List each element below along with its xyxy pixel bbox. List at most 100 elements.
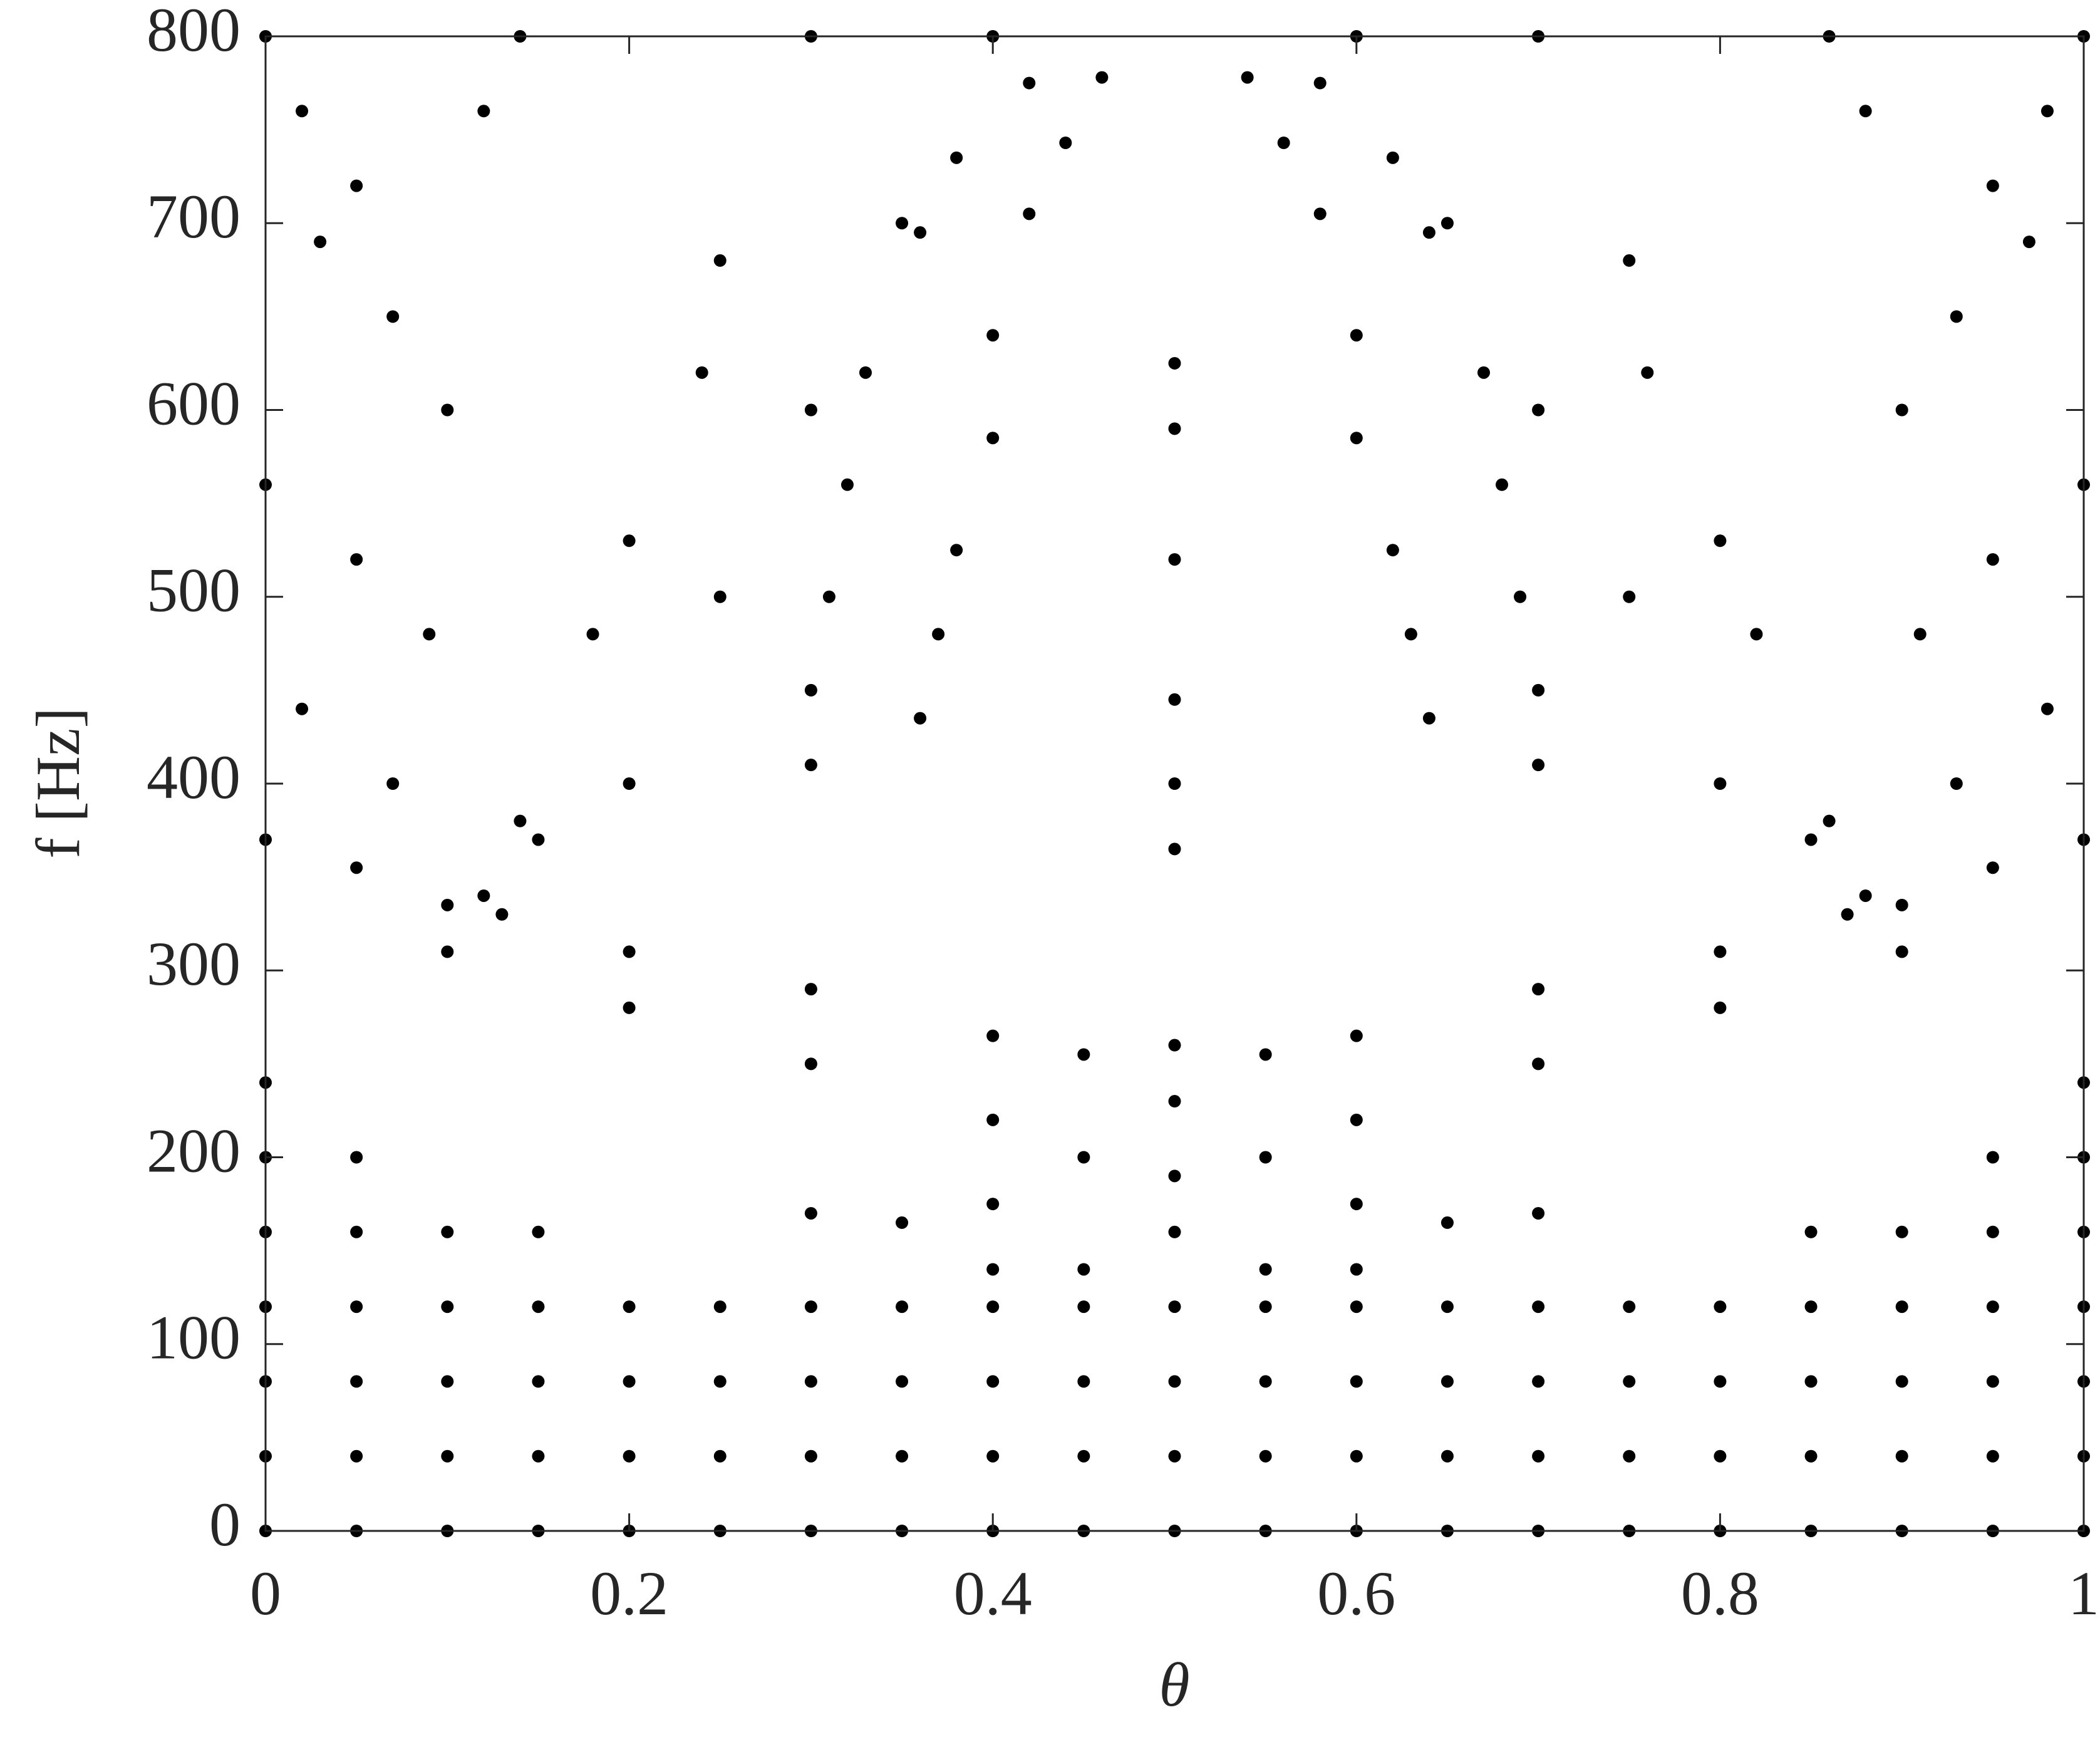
y-tick-label: 600 [147,368,241,438]
point [896,1300,909,1314]
point [1259,1151,1272,1164]
point [1986,553,1999,566]
point [1241,71,1254,84]
point [1532,1057,1545,1071]
y-tick-label: 800 [147,0,241,65]
point [822,590,835,603]
point [1804,1375,1818,1388]
point [986,1263,1000,1276]
plot-frame [264,35,2085,1532]
point [1532,1449,1545,1463]
point [986,329,1000,342]
point [1350,1375,1363,1388]
point [804,1300,817,1314]
point [914,226,927,239]
point [423,628,436,641]
point [713,1300,727,1314]
point [296,702,309,715]
point [1895,1300,1908,1314]
point [1168,422,1181,435]
point [896,1449,909,1463]
point [1714,1449,1727,1463]
point [1259,1300,1272,1314]
point [623,1001,636,1014]
point [1023,207,1036,220]
point [804,1057,817,1071]
point [1259,1375,1272,1388]
point [986,1029,1000,1042]
point [1168,693,1181,706]
point [1895,945,1908,958]
y-tick-label: 0 [209,1490,241,1559]
point [1714,777,1727,790]
point [1532,1300,1545,1314]
point [1986,1375,1999,1388]
point [350,1300,363,1314]
point [1168,777,1181,790]
point [1441,1375,1454,1388]
point [1532,1206,1545,1220]
point [1804,1300,1818,1314]
point [1623,1375,1636,1388]
point [695,366,708,379]
point [1441,1300,1454,1314]
point [1077,1151,1090,1164]
point [713,1449,727,1463]
point [986,1198,1000,1211]
point [1077,1048,1090,1061]
point [804,403,817,417]
point [1350,1029,1363,1042]
point [1350,1113,1363,1126]
x-tick-label: 0 [250,1558,281,1628]
point [1168,1449,1181,1463]
point [532,1300,545,1314]
point [1895,403,1908,417]
point [623,1449,636,1463]
x-tick-label: 0.4 [954,1558,1032,1628]
point [495,908,509,921]
y-tick-label: 100 [147,1303,241,1372]
point [932,628,945,641]
point [1350,432,1363,445]
point [804,1375,817,1388]
point [350,1151,363,1164]
point [1023,76,1036,90]
point [1350,1300,1363,1314]
point [1277,137,1290,150]
point [804,983,817,996]
point [1986,1151,1999,1164]
point [804,683,817,697]
point [841,478,854,491]
point [1913,628,1927,641]
point [986,1300,1000,1314]
point [1077,1300,1090,1314]
point [1950,310,1963,323]
point [1441,217,1454,230]
point [914,712,927,725]
point [1168,1039,1181,1052]
point [1168,553,1181,566]
point [1422,712,1435,725]
y-tick-label: 700 [147,182,241,251]
point [1623,254,1636,267]
point [1895,1449,1908,1463]
point [1095,71,1109,84]
point [441,1375,454,1388]
point [350,1225,363,1238]
point [2041,105,2054,118]
point [950,544,963,557]
point [1859,889,1872,902]
point [1714,1300,1727,1314]
point [350,179,363,192]
point [1514,590,1527,603]
point [1714,534,1727,547]
point [1804,833,1818,846]
y-tick-label: 300 [147,929,241,998]
point [623,1375,636,1388]
point [514,814,527,827]
point [986,1375,1000,1388]
point [1386,151,1399,164]
point [623,945,636,958]
